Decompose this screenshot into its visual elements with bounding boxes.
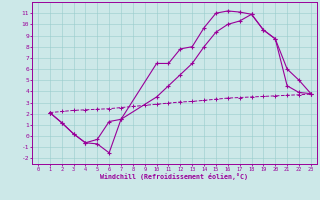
X-axis label: Windchill (Refroidissement éolien,°C): Windchill (Refroidissement éolien,°C) bbox=[100, 173, 248, 180]
